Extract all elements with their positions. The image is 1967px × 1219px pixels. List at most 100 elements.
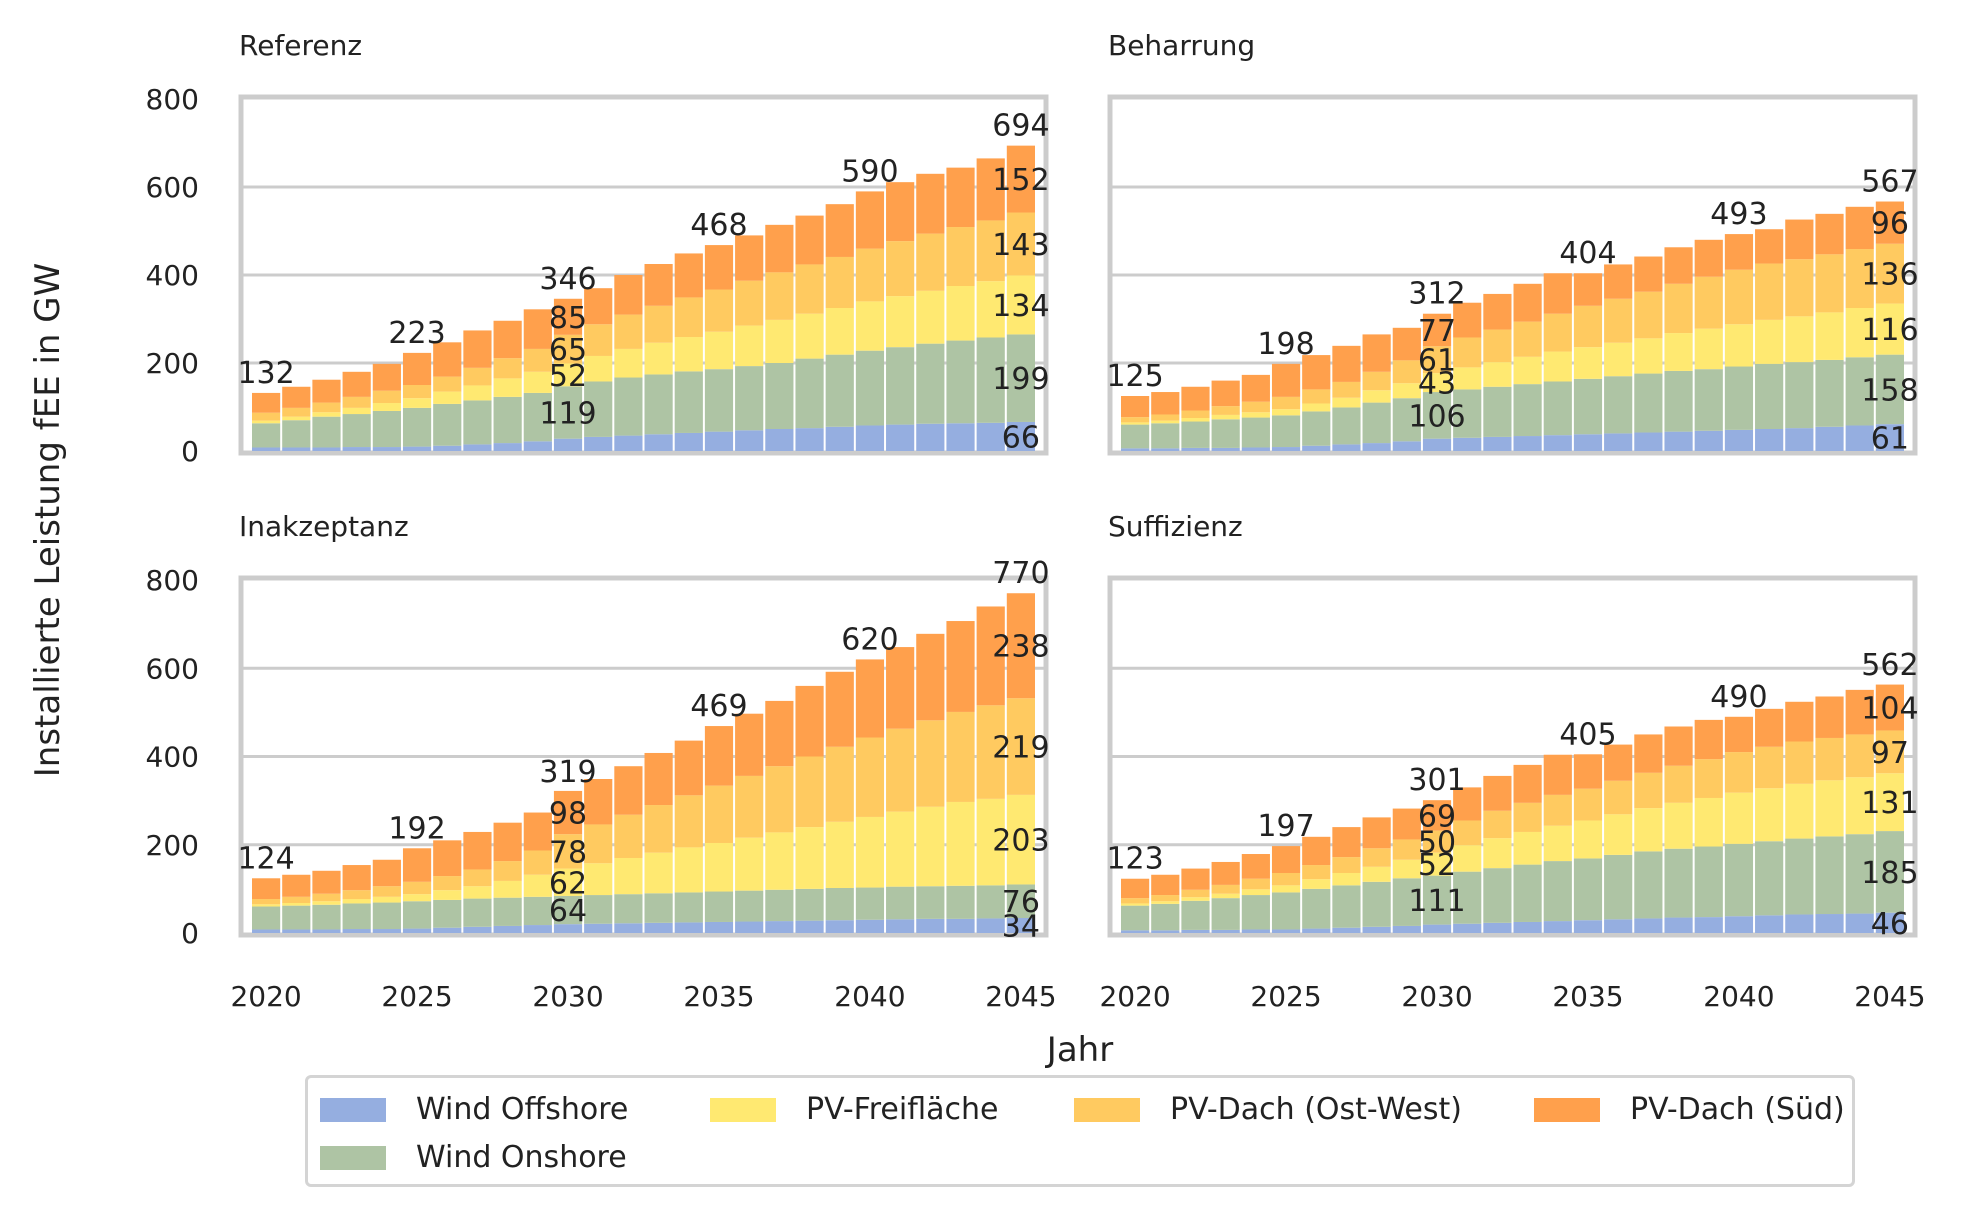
bar-segment [1362, 817, 1391, 849]
bar-segment [1241, 929, 1270, 933]
bar-segment [372, 363, 401, 391]
total-label: 620 [841, 622, 898, 657]
bar-segment [916, 423, 945, 451]
segment-label: 61 [1871, 422, 1909, 457]
bar-segment [523, 925, 552, 933]
bar-segment [1006, 275, 1035, 335]
bar-segment [855, 191, 885, 249]
bar-segment [1543, 861, 1572, 922]
bar-segment [886, 182, 915, 242]
bar-segment [1211, 929, 1240, 933]
segment-label: 111 [1408, 884, 1465, 919]
bar-segment [1664, 765, 1693, 803]
bar-segment [735, 280, 764, 326]
bar-segment [282, 929, 311, 933]
x-tick-label: 2040 [834, 980, 905, 1013]
bar-segment [674, 432, 703, 451]
x-axis-label: Jahr [1046, 1030, 1114, 1070]
bar-segment [1453, 367, 1482, 390]
bar-segment [1875, 354, 1904, 425]
segment-label: 199 [992, 362, 1049, 397]
bar-segment [765, 429, 794, 451]
bar-segment [1302, 389, 1331, 404]
bar-segment [735, 325, 764, 367]
bar-segment [402, 928, 432, 933]
bar-segment [1604, 854, 1633, 920]
bar-segment [1453, 437, 1482, 451]
x-tick-label: 2035 [1552, 980, 1623, 1013]
bar-segment [1181, 386, 1210, 411]
bar-segment [1634, 851, 1663, 919]
bar-segment [614, 923, 643, 933]
bar-segment [886, 347, 915, 425]
bar-segment [1181, 868, 1210, 890]
bar-segment [1271, 447, 1301, 451]
bar-segment [1724, 843, 1754, 917]
bar-segment [1181, 889, 1210, 898]
bar-segment [1694, 369, 1723, 431]
bar-segment [1604, 433, 1633, 451]
bar-segment [1006, 794, 1035, 885]
total-label: 132 [237, 356, 294, 391]
bar-segment [765, 700, 794, 767]
segment-label: 46 [1871, 907, 1909, 942]
bar-segment [523, 371, 552, 393]
bar-segment [614, 348, 643, 378]
bar-segment [553, 790, 583, 835]
bar-segment [976, 220, 1005, 282]
bar-segment [1845, 357, 1874, 426]
y-tick-label: 400 [146, 741, 199, 774]
bar-segment [855, 248, 885, 302]
bar-segment [312, 904, 341, 930]
legend-item-pv-freiflaeche: PV-Freifläche [710, 1092, 998, 1127]
bar-segment [1181, 447, 1210, 451]
segment-label: 152 [992, 163, 1049, 198]
bar-segment [523, 348, 552, 372]
bar-segment [1422, 800, 1452, 831]
segment-label: 97 [1871, 736, 1909, 771]
total-label: 312 [1408, 277, 1465, 312]
bar-segment [946, 711, 975, 802]
bar-segment [1121, 422, 1150, 425]
bar-segment [825, 821, 854, 888]
bar-segment [1573, 788, 1603, 821]
bar-segment [765, 832, 794, 890]
bar-segment [1785, 914, 1814, 933]
bar-segment [1543, 435, 1572, 451]
bar-segment [1483, 362, 1512, 387]
bar-segment [312, 929, 341, 933]
bar-segment [765, 319, 794, 363]
bar-segment [704, 785, 734, 843]
bar-segment [1121, 930, 1150, 933]
bar-segment [1006, 884, 1035, 918]
bar-segment [704, 891, 734, 922]
bar-segment [886, 728, 915, 812]
bar-segment [1604, 342, 1633, 377]
bar-segment [1271, 872, 1301, 886]
bar-segment [614, 894, 643, 924]
bar-segment [1694, 430, 1723, 451]
bar-segment [1302, 445, 1331, 451]
bar-segment [886, 647, 915, 729]
bar-segment [1302, 403, 1331, 412]
bar-segment [402, 901, 432, 929]
legend-label: PV-Dach (Süd) [1630, 1092, 1845, 1127]
bar-segment [1362, 334, 1391, 372]
bar-segment [855, 887, 885, 920]
bar-segment [946, 286, 975, 341]
bar-segment [1815, 780, 1844, 837]
bar-segment [795, 827, 824, 889]
bar-segment [312, 447, 341, 451]
bar-segment [674, 922, 703, 933]
total-label: 490 [1710, 680, 1767, 715]
bar-segment [252, 447, 281, 451]
x-tick-label: 2045 [985, 980, 1056, 1013]
segment-label: 238 [992, 630, 1049, 665]
bar-segment [976, 606, 1005, 706]
bar-segment [916, 918, 945, 933]
bar-segment [614, 766, 643, 815]
bar-segment [1815, 737, 1844, 781]
bar-segment [1724, 366, 1754, 430]
bar-segment [735, 890, 764, 922]
bar-segment [1332, 381, 1361, 398]
